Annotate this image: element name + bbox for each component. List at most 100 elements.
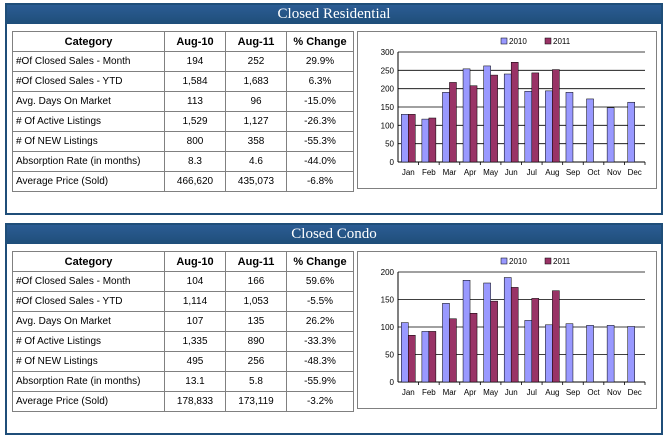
x-tick-label: Mar xyxy=(443,168,457,177)
bar-2010 xyxy=(442,303,450,383)
cell-aug11: 256 xyxy=(225,351,287,372)
x-tick-label: Jun xyxy=(505,168,518,177)
column-header-aug10: Aug-10 xyxy=(164,31,226,52)
cell-aug11: 173,119 xyxy=(225,391,287,412)
stats-table: Category Aug-10 Aug-11 % Change #Of Clos… xyxy=(12,251,354,412)
legend-label: 2010 xyxy=(509,257,527,266)
cell-aug11: 1,683 xyxy=(225,71,287,92)
panel-title: Closed Residential xyxy=(7,5,661,24)
y-tick-label: 50 xyxy=(385,351,394,360)
y-tick-label: 0 xyxy=(390,158,395,167)
table-row: Absorption Rate (in months) 13.1 5.8 -55.9% xyxy=(12,371,354,392)
cell-change: -55.3% xyxy=(286,131,354,152)
x-tick-label: Jan xyxy=(402,168,415,177)
cell-aug11: 4.6 xyxy=(225,151,287,172)
table-row: Avg. Days On Market 113 96 -15.0% xyxy=(12,91,354,112)
cell-aug11: 96 xyxy=(225,91,287,112)
cell-aug10: 113 xyxy=(164,91,226,112)
table-row: #Of Closed Sales - YTD 1,584 1,683 6.3% xyxy=(12,71,354,92)
cell-aug10: 1,584 xyxy=(164,71,226,92)
bar-2011 xyxy=(428,331,437,383)
bar-2010 xyxy=(524,320,533,383)
bar-2010 xyxy=(483,65,491,163)
x-tick-label: Sep xyxy=(566,388,581,397)
bar-2010 xyxy=(462,280,471,383)
bar-2010 xyxy=(586,98,594,163)
x-tick-label: Dec xyxy=(628,168,642,177)
column-header-change: % Change xyxy=(286,31,354,52)
row-label: Absorption Rate (in months) xyxy=(12,151,165,172)
bar-2010 xyxy=(586,325,594,383)
x-tick-label: Oct xyxy=(587,168,600,177)
cell-change: -48.3% xyxy=(286,351,354,372)
bar-2010 xyxy=(503,277,512,383)
row-label: Avg. Days On Market xyxy=(12,311,165,332)
bar-2010 xyxy=(627,101,635,163)
row-label: #Of Closed Sales - YTD xyxy=(12,291,165,312)
condo-panel: Closed Condo Category Aug-10 Aug-11 % Ch… xyxy=(5,223,663,435)
column-header-category: Category xyxy=(12,251,165,272)
bar-2010 xyxy=(524,90,533,163)
cell-aug10: 1,114 xyxy=(164,291,226,312)
condo-chart-svg: 0 50 100 150 200 Jan Feb Mar Apr May Jun Jul Aug Sep O… xyxy=(381,257,646,397)
cell-change: 29.9% xyxy=(286,51,354,72)
bar-2011 xyxy=(490,74,498,163)
table-row: # Of Active Listings 1,529 1,127 -26.3% xyxy=(12,111,354,132)
row-label: #Of Closed Sales - Month xyxy=(12,51,165,72)
x-tick-label: Aug xyxy=(545,168,559,177)
bar-2010 xyxy=(401,322,409,383)
x-tick-label: Nov xyxy=(607,388,621,397)
cell-change: -33.3% xyxy=(286,331,354,352)
table-row: Avg. Days On Market 107 135 26.2% xyxy=(12,311,354,332)
cell-change: -3.2% xyxy=(286,391,354,412)
bar-2011 xyxy=(449,318,457,383)
bar-2011 xyxy=(490,300,498,383)
x-tick-label: Apr xyxy=(464,388,477,397)
table-header-row: Category Aug-10 Aug-11 % Change xyxy=(12,251,354,272)
y-tick-label: 150 xyxy=(381,103,395,112)
cell-change: -44.0% xyxy=(286,151,354,172)
x-tick-label: Feb xyxy=(422,388,436,397)
column-header-aug11: Aug-11 xyxy=(225,31,287,52)
legend-label: 2011 xyxy=(553,37,571,46)
cell-aug11: 1,127 xyxy=(225,111,287,132)
bar-2011 xyxy=(469,85,478,163)
legend-swatch xyxy=(544,37,552,45)
bar-2011 xyxy=(531,298,540,383)
legend-swatch xyxy=(500,257,508,265)
x-tick-label: Sep xyxy=(566,168,581,177)
cell-aug10: 178,833 xyxy=(164,391,226,412)
row-label: Avg. Days On Market xyxy=(12,91,165,112)
bar-2010 xyxy=(442,92,450,163)
cell-aug10: 466,620 xyxy=(164,171,226,192)
cell-aug10: 194 xyxy=(164,51,226,72)
table-row: # Of NEW Listings 495 256 -48.3% xyxy=(12,351,354,372)
row-label: Absorption Rate (in months) xyxy=(12,371,165,392)
bar-2010 xyxy=(606,325,615,383)
cell-aug11: 435,073 xyxy=(225,171,287,192)
table-row: # Of Active Listings 1,335 890 -33.3% xyxy=(12,331,354,352)
bar-2010 xyxy=(565,92,574,163)
column-header-category: Category xyxy=(12,31,165,52)
table-row: #Of Closed Sales - Month 194 252 29.9% xyxy=(12,51,354,72)
cell-aug11: 358 xyxy=(225,131,287,152)
cell-aug10: 107 xyxy=(164,311,226,332)
bar-2010 xyxy=(545,90,553,163)
y-tick-label: 250 xyxy=(381,66,395,75)
cell-aug10: 8.3 xyxy=(164,151,226,172)
column-header-aug10: Aug-10 xyxy=(164,251,226,272)
bar-2010 xyxy=(627,326,635,383)
table-row: #Of Closed Sales - Month 104 166 59.6% xyxy=(12,271,354,292)
row-label: # Of Active Listings xyxy=(12,111,165,132)
cell-aug11: 1,053 xyxy=(225,291,287,312)
x-tick-label: May xyxy=(483,388,498,397)
legend-swatch xyxy=(500,37,508,45)
x-tick-label: Jul xyxy=(527,168,537,177)
y-tick-label: 0 xyxy=(390,378,395,387)
cell-change: 59.6% xyxy=(286,271,354,292)
x-tick-label: Feb xyxy=(422,168,436,177)
row-label: #Of Closed Sales - YTD xyxy=(12,71,165,92)
panel-title: Closed Condo xyxy=(7,225,661,244)
x-tick-label: Nov xyxy=(607,168,621,177)
x-tick-label: Mar xyxy=(443,388,457,397)
